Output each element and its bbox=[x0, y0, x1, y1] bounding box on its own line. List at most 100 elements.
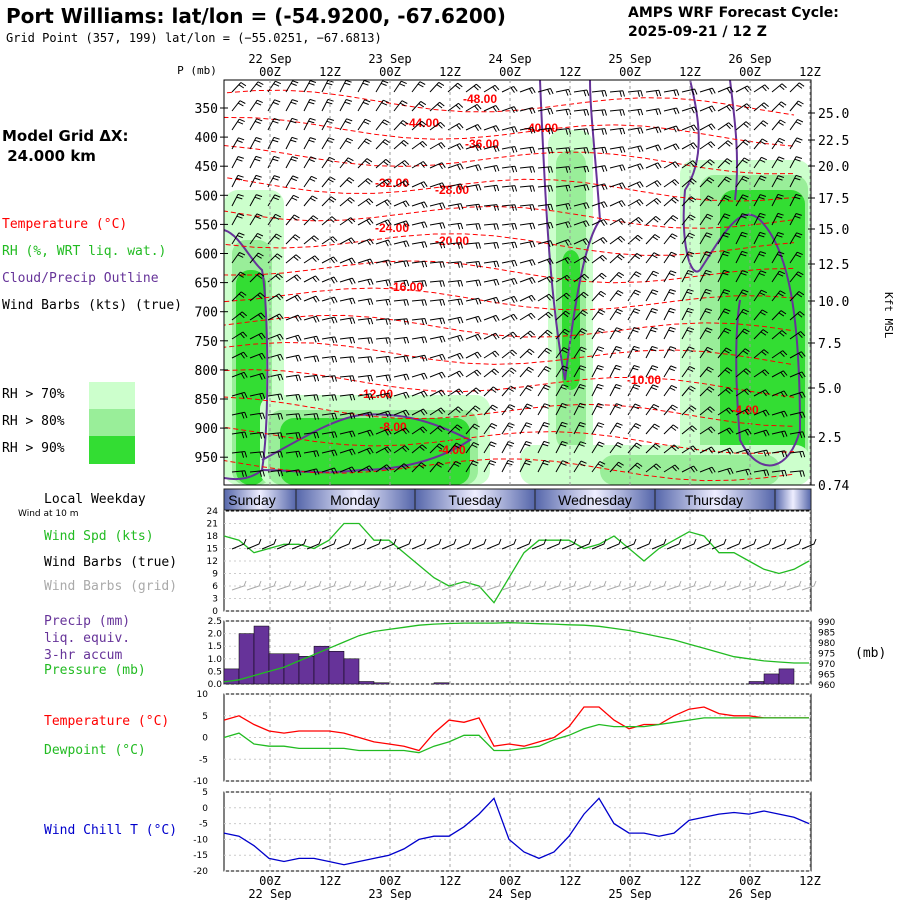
wind-barb bbox=[465, 297, 482, 305]
wind-barb bbox=[645, 197, 662, 207]
wind-barb bbox=[483, 260, 500, 268]
wind-barb bbox=[483, 204, 500, 211]
wind-barb bbox=[573, 128, 589, 135]
wind-barb bbox=[627, 289, 641, 302]
wind-barb bbox=[447, 203, 464, 210]
grid-wind-barb bbox=[621, 580, 637, 591]
wind-barb bbox=[429, 121, 446, 131]
wind-barb bbox=[771, 290, 786, 302]
wind-barb bbox=[393, 355, 410, 363]
temperature-panel-frame bbox=[223, 693, 812, 782]
wind-barb bbox=[717, 232, 731, 245]
wind-barb bbox=[627, 423, 642, 435]
wind-barb bbox=[645, 308, 658, 321]
wind-barb bbox=[789, 331, 806, 340]
wind-barb bbox=[285, 374, 302, 382]
wind-barb bbox=[231, 451, 248, 458]
wind-barb bbox=[627, 271, 642, 283]
label-pressure: Pressure (mb) bbox=[44, 663, 146, 678]
wind-barb bbox=[591, 461, 606, 473]
surface-wind-barb bbox=[786, 538, 802, 550]
wind-barb bbox=[411, 161, 428, 169]
wind-barb bbox=[393, 120, 409, 131]
rh-region bbox=[280, 418, 470, 485]
wind-barb bbox=[717, 347, 732, 359]
wind-barb bbox=[501, 165, 518, 173]
wind-barb bbox=[501, 241, 518, 249]
wind-barb bbox=[483, 125, 500, 133]
wind-tick-label: 15 bbox=[207, 545, 218, 555]
wind-barb bbox=[429, 407, 446, 416]
wind-barb bbox=[267, 136, 280, 150]
grid-wind-barb bbox=[591, 580, 607, 591]
top-day-label: 22 Sep bbox=[248, 52, 291, 66]
chill-tick-label: 5 bbox=[202, 788, 208, 798]
wind-barb bbox=[357, 465, 374, 473]
wind-barb bbox=[267, 233, 282, 245]
wind-barb bbox=[321, 256, 338, 264]
model-grid-line1: Model Grid ΔX: bbox=[2, 127, 129, 145]
wind-barb bbox=[357, 99, 371, 112]
wind-barb bbox=[429, 371, 446, 379]
surface-wind-barb bbox=[486, 538, 502, 550]
wind-barb bbox=[771, 232, 784, 245]
cloud-outline bbox=[682, 80, 802, 467]
wind-barb bbox=[735, 270, 749, 283]
wind-barb bbox=[465, 387, 481, 397]
label-temperature: Temperature (°C) bbox=[44, 714, 170, 729]
chill-tick-label: -10 bbox=[193, 835, 208, 845]
wind-panel-frame bbox=[223, 510, 812, 612]
bottom-day-label: 23 Sep bbox=[368, 887, 411, 900]
wind-barb bbox=[231, 431, 248, 439]
grid-wind-barb bbox=[606, 580, 622, 591]
wind-barb bbox=[231, 470, 247, 477]
grid-wind-barb bbox=[576, 580, 592, 591]
surface-wind-barb bbox=[246, 538, 262, 550]
wind-barb bbox=[411, 299, 427, 306]
wind-barb bbox=[321, 80, 334, 93]
wind-barb bbox=[717, 250, 730, 264]
wind-barb bbox=[411, 260, 428, 268]
wind-barb bbox=[465, 441, 480, 454]
wind-barb bbox=[663, 289, 676, 302]
wind-barb bbox=[663, 384, 678, 397]
wind-barb bbox=[483, 460, 497, 473]
chill-tick-label: -5 bbox=[199, 820, 208, 830]
grid-wind-barb bbox=[381, 580, 397, 591]
wind-barb bbox=[699, 141, 716, 150]
wind-barb bbox=[591, 236, 608, 245]
wind-barb bbox=[627, 252, 643, 264]
wind-barb bbox=[519, 107, 536, 115]
wind-barb bbox=[339, 118, 353, 131]
wind-barb bbox=[501, 204, 517, 211]
isotherm-line bbox=[224, 342, 795, 366]
wind-barb bbox=[789, 193, 802, 207]
wind-barb bbox=[663, 346, 677, 359]
wind-barb bbox=[267, 155, 280, 169]
grid-wind-barb bbox=[726, 580, 742, 591]
wind-barb bbox=[573, 147, 590, 154]
height-tick-label: 5.0 bbox=[818, 382, 841, 397]
wind-barb bbox=[447, 102, 464, 112]
wind-barb bbox=[753, 212, 766, 226]
wind-barb bbox=[771, 193, 784, 207]
bottom-time-label: 00Z bbox=[499, 874, 521, 888]
wind-barb bbox=[393, 100, 408, 112]
grid-wind-barb bbox=[771, 580, 787, 591]
wind-barb bbox=[573, 89, 590, 97]
wind-barb bbox=[375, 139, 391, 150]
wind-barb bbox=[663, 464, 680, 473]
wind-barb bbox=[663, 270, 677, 283]
wind-barb bbox=[249, 470, 265, 477]
wind-barb bbox=[393, 240, 410, 248]
model-grid-note: Model Grid ΔX: 24.000 km bbox=[2, 126, 129, 166]
bottom-time-label: 00Z bbox=[619, 874, 641, 888]
wind-barb bbox=[339, 317, 356, 325]
temperature-label: -20.00 bbox=[435, 234, 469, 248]
wind-barb bbox=[753, 194, 767, 207]
wind-barb bbox=[645, 423, 660, 435]
legend-rh90: RH > 90% bbox=[2, 441, 65, 456]
wind-barb bbox=[231, 193, 244, 207]
wind-barb bbox=[411, 444, 427, 454]
wind-barb bbox=[609, 127, 626, 135]
